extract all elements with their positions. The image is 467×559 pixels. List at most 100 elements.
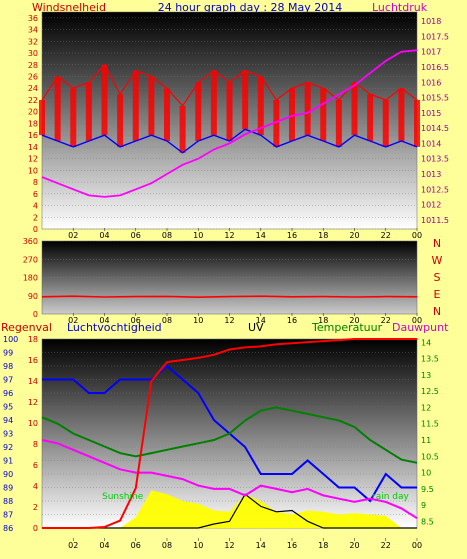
pressure-tick-label: 1016.5 [421,63,449,72]
wind-tick-label: 12 [28,155,38,164]
x-tick-label-wind: 02 [68,231,78,240]
x-tick-label-climate: 00 [412,541,422,550]
x-tick-label-wind: 04 [99,231,109,240]
rain-tick-label: 14 [28,377,38,386]
wind-speed-label: Windsnelheid [32,1,106,14]
wind-tick-label: 8 [33,178,38,187]
humidity-tick-label: 93 [3,430,13,439]
wind-tick-label: 6 [33,190,38,199]
x-tick-label-wind: 16 [287,231,297,240]
x-tick-label-climate: 18 [318,541,328,550]
rain-tick-label: 10 [28,419,38,428]
wind-tick-label: 16 [28,131,38,140]
direction-tick-label: 360 [23,237,38,246]
legend-dewpoint: Dauwpunt [392,321,449,334]
wind-tick-label: 32 [28,37,38,46]
direction-tick-label: 180 [23,274,38,283]
wind-tick-label: 18 [28,119,38,128]
pressure-tick-label: 1012.5 [421,185,449,194]
wind-tick-label: 0 [33,225,38,234]
humidity-tick-label: 94 [3,416,13,425]
direction-tick-label: 0 [33,310,38,319]
x-tick-label-wind: 18 [318,231,328,240]
pressure-tick-label: 1011.5 [421,216,449,225]
wind-tick-label: 30 [28,49,38,58]
wind-tick-label: 26 [28,73,38,82]
wind-direction-line [41,295,418,299]
x-tick-label-climate: 20 [349,541,359,550]
x-tick-label-wind: 08 [162,231,172,240]
wind-tick-label: 14 [28,143,38,152]
humidity-tick-label: 92 [3,443,13,452]
wind-tick-label: 34 [28,26,38,35]
temperature-tick-label: 10.5 [421,452,439,461]
x-tick-label-direction: 20 [349,316,359,325]
x-tick-label-climate: 06 [131,541,141,550]
temperature-tick-label: 12 [421,403,431,412]
x-tick-label-direction: 22 [381,316,391,325]
x-tick-label-wind: 00 [412,231,422,240]
rain-tick-label: 12 [28,398,38,407]
humidity-tick-label: 97 [3,376,13,385]
dewpoint-line [41,439,418,520]
direction-tick-label: 90 [28,292,38,301]
x-tick-label-direction: 00 [412,316,422,325]
x-tick-label-direction: 08 [162,316,172,325]
pressure-label: Luchtdruk [372,1,428,14]
rain-line [42,338,417,529]
humidity-tick-label: 91 [3,457,13,466]
pressure-tick-label: 1014 [421,139,441,148]
legend-sunshine: Sunshine [102,492,144,502]
compass-n-top: N [433,237,441,250]
x-tick-label-wind: 06 [131,231,141,240]
pressure-tick-label: 1017 [421,48,441,57]
pressure-tick-label: 1015.5 [421,94,449,103]
x-tick-label-direction: 06 [131,316,141,325]
legend-rain: Regenval [1,321,52,334]
temperature-tick-label: 10 [421,469,431,478]
x-tick-label-direction: 16 [287,316,297,325]
humidity-tick-label: 95 [3,403,13,412]
temperature-tick-label: 12.5 [421,387,439,396]
x-tick-label-wind: 10 [193,231,203,240]
sunshine-area [42,490,417,528]
x-tick-label-climate: 14 [256,541,266,550]
temperature-tick-label: 9.5 [421,485,434,494]
temperature-tick-label: 9 [421,501,426,510]
humidity-tick-label: 89 [3,484,13,493]
wind-tick-label: 2 [33,213,38,222]
pressure-tick-label: 1018 [421,17,441,26]
x-tick-label-climate: 02 [68,541,78,550]
pressure-tick-label: 1016 [421,78,441,87]
rain-tick-label: 16 [28,356,38,365]
temperature-tick-label: 13 [421,371,431,380]
humidity-tick-label: 88 [3,497,13,506]
x-tick-label-direction: 14 [256,316,266,325]
x-tick-label-direction: 12 [224,316,234,325]
wind-tick-label: 28 [28,61,38,70]
x-tick-label-wind: 12 [224,231,234,240]
wind-tick-label: 10 [28,166,38,175]
x-tick-label-wind: 20 [349,231,359,240]
compass-e: E [434,288,441,301]
direction-tick-label: 270 [23,255,38,264]
x-tick-label-direction: 10 [193,316,203,325]
humidity-tick-label: 87 [3,511,13,520]
rain-tick-label: 4 [33,482,38,491]
pressure-tick-label: 1013.5 [421,155,449,164]
x-tick-label-climate: 10 [193,541,203,550]
rain-tick-label: 0 [33,524,38,533]
chart-title: 24 hour graph day : 28 May 2014 [158,1,343,14]
x-tick-label-wind: 22 [381,231,391,240]
wind-tick-label: 36 [28,14,38,23]
x-tick-label-climate: 08 [162,541,172,550]
x-tick-label-direction: 02 [68,316,78,325]
wind-tick-label: 4 [33,202,38,211]
temperature-tick-label: 13.5 [421,355,439,364]
pressure-tick-label: 1017.5 [421,32,449,41]
wind-tick-label: 22 [28,96,38,105]
pressure-line [41,49,418,198]
rain-tick-label: 18 [28,335,38,344]
